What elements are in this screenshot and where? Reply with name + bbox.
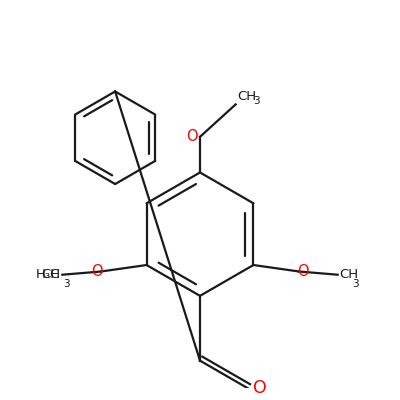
- Text: O: O: [92, 264, 103, 279]
- Text: CH: CH: [340, 268, 359, 281]
- Text: 3: 3: [253, 96, 260, 106]
- Text: H₃C: H₃C: [36, 268, 60, 281]
- Text: 3: 3: [63, 278, 69, 288]
- Text: O: O: [297, 264, 308, 279]
- Text: CH: CH: [41, 268, 60, 281]
- Text: 3: 3: [352, 278, 359, 288]
- Text: O: O: [254, 379, 267, 397]
- Text: O: O: [186, 129, 198, 144]
- Text: CH: CH: [238, 90, 257, 102]
